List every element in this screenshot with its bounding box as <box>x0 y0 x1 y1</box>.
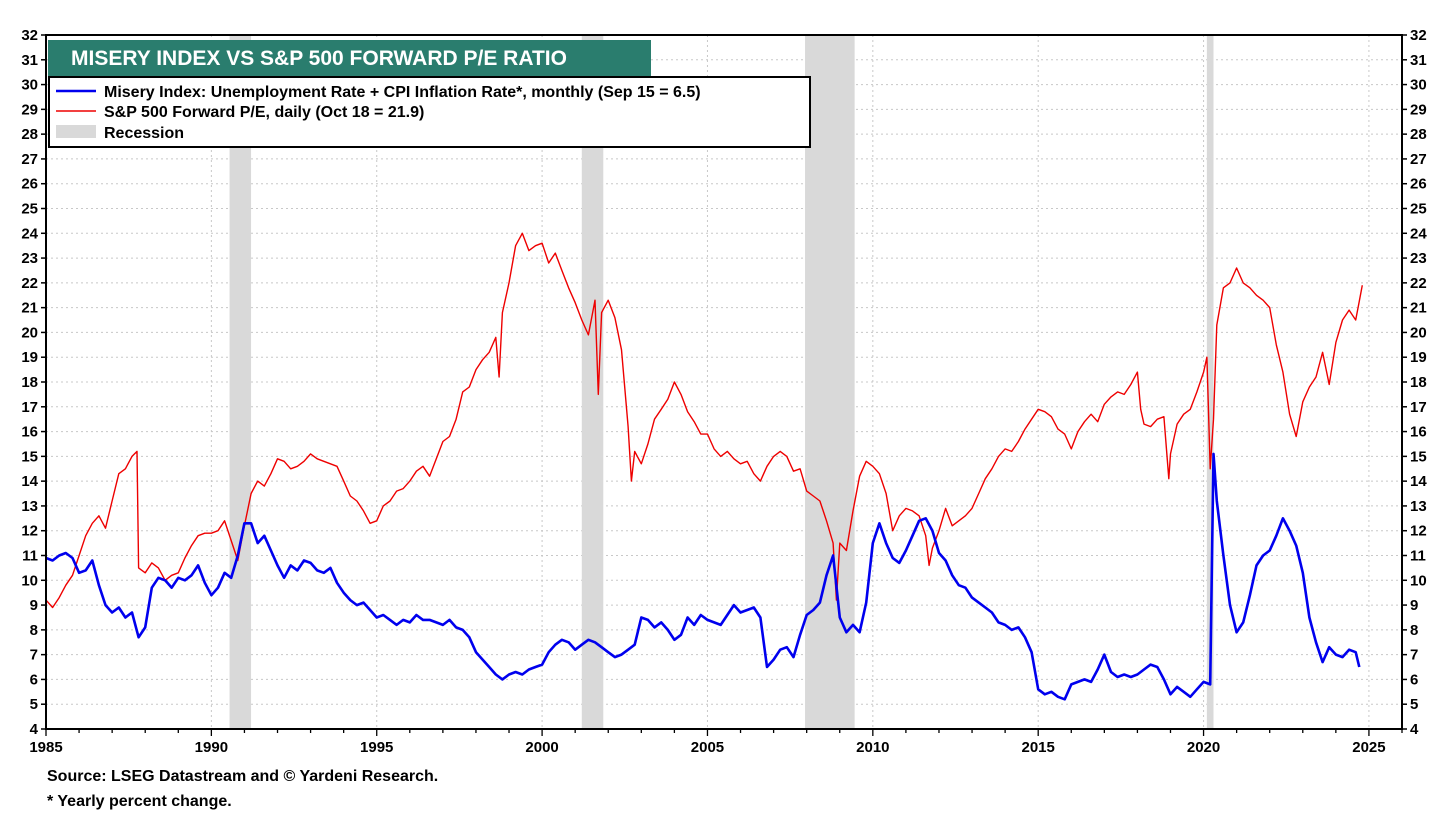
y-tick-label-right: 8 <box>1410 622 1418 639</box>
y-tick-label-left: 4 <box>30 721 39 738</box>
y-tick-label-right: 32 <box>1410 27 1427 44</box>
y-tick-label-left: 12 <box>21 523 38 540</box>
y-tick-label-right: 12 <box>1410 523 1427 540</box>
chart: 4 5 6 7 8 9 10 11 12 13 14 15 16 17 18 19 20 21 22 23 24 25 26… <box>21 27 1427 756</box>
y-tick-label-left: 23 <box>21 250 38 267</box>
y-tick-label-right: 25 <box>1410 201 1427 218</box>
chart-title: MISERY INDEX VS S&P 500 FORWARD P/E RATI… <box>71 47 567 70</box>
y-axis-left: 4 5 6 7 8 9 10 11 12 13 14 15 16 17 18 19 20 21 22 23 24 25 26… <box>21 27 46 738</box>
y-tick-label-left: 27 <box>21 151 38 168</box>
y-tick-label-left: 10 <box>21 572 38 589</box>
recession-bands <box>229 35 1214 729</box>
y-tick-label-right: 23 <box>1410 250 1427 267</box>
y-tick-label-left: 8 <box>30 622 38 639</box>
y-tick-label-left: 32 <box>21 27 38 44</box>
y-tick-label-right: 6 <box>1410 671 1418 688</box>
y-tick-label-left: 21 <box>21 300 38 317</box>
y-tick-label-right: 22 <box>1410 275 1427 292</box>
y-tick-label-right: 16 <box>1410 424 1427 441</box>
y-tick-label-right: 21 <box>1410 300 1427 317</box>
recession-band <box>1206 35 1214 729</box>
legend-label-forward-pe: S&P 500 Forward P/E, daily (Oct 18 = 21.… <box>104 104 424 121</box>
recession-band <box>229 35 252 729</box>
y-tick-label-right: 27 <box>1410 151 1427 168</box>
y-tick-label-right: 30 <box>1410 77 1427 94</box>
y-tick-label-left: 15 <box>21 448 38 465</box>
legend: Misery Index: Unemployment Rate + CPI In… <box>48 76 811 148</box>
x-axis: 1985 1990 1995 2000 2005 2010 2015 2020 2025 <box>29 729 1403 756</box>
chart-title-box: MISERY INDEX VS S&P 500 FORWARD P/E RATI… <box>48 40 651 76</box>
y-tick-label-left: 31 <box>21 52 38 69</box>
y-tick-label-left: 11 <box>22 548 38 565</box>
y-tick-label-left: 26 <box>21 176 38 193</box>
recession-band <box>581 35 604 729</box>
y-tick-label-right: 10 <box>1410 572 1427 589</box>
recession-band <box>805 35 855 729</box>
y-tick-label-right: 28 <box>1410 126 1427 143</box>
y-axis-right: 4 5 6 7 8 9 10 11 12 13 14 15 16 17 18 19 20 21 22 23 24 25 26… <box>1402 27 1427 738</box>
x-tick-label: 2025 <box>1352 739 1385 756</box>
y-tick-label-left: 5 <box>30 696 38 713</box>
y-tick-label-left: 14 <box>21 473 38 490</box>
legend-item-forward-pe: S&P 500 Forward P/E, daily (Oct 18 = 21.… <box>56 104 424 121</box>
y-tick-label-left: 13 <box>21 498 38 515</box>
x-tick-label: 1990 <box>195 739 228 756</box>
y-tick-label-left: 7 <box>30 647 38 664</box>
y-tick-label-left: 19 <box>21 349 38 366</box>
x-tick-label: 1985 <box>29 739 62 756</box>
y-tick-label-right: 20 <box>1410 324 1427 341</box>
y-tick-label-right: 14 <box>1410 473 1427 490</box>
x-tick-label: 2010 <box>856 739 889 756</box>
x-tick-label: 1995 <box>360 739 393 756</box>
source-note: Source: LSEG Datastream and © Yardeni Re… <box>47 768 439 785</box>
y-tick-label-right: 11 <box>1410 548 1426 565</box>
legend-label-misery-index: Misery Index: Unemployment Rate + CPI In… <box>104 84 701 101</box>
y-tick-label-left: 22 <box>21 275 38 292</box>
y-tick-label-right: 7 <box>1410 647 1418 664</box>
y-tick-label-left: 30 <box>21 77 38 94</box>
x-tick-label: 2020 <box>1187 739 1220 756</box>
y-tick-label-left: 24 <box>21 225 38 242</box>
y-tick-label-right: 31 <box>1410 52 1427 69</box>
series-misery-index-line <box>46 452 1361 701</box>
y-tick-label-left: 9 <box>30 597 38 614</box>
legend-item-misery-index: Misery Index: Unemployment Rate + CPI In… <box>56 84 701 101</box>
legend-item-recession: Recession <box>56 125 184 142</box>
y-tick-label-left: 6 <box>30 671 38 688</box>
y-tick-label-left: 28 <box>21 126 38 143</box>
y-tick-label-right: 5 <box>1410 696 1418 713</box>
y-tick-label-right: 4 <box>1410 721 1419 738</box>
y-tick-label-right: 18 <box>1410 374 1427 391</box>
y-tick-label-left: 17 <box>21 399 38 416</box>
series-lines <box>46 232 1363 701</box>
x-tick-label: 2005 <box>691 739 724 756</box>
y-tick-label-left: 20 <box>21 324 38 341</box>
x-tick-label: 2015 <box>1022 739 1055 756</box>
y-tick-label-right: 29 <box>1410 101 1427 118</box>
legend-label-recession: Recession <box>104 125 184 142</box>
x-tick-label: 2000 <box>525 739 558 756</box>
y-tick-label-left: 25 <box>21 201 38 218</box>
y-tick-label-left: 29 <box>21 101 38 118</box>
y-tick-label-right: 15 <box>1410 448 1427 465</box>
y-tick-label-right: 24 <box>1410 225 1427 242</box>
y-tick-label-right: 13 <box>1410 498 1427 515</box>
y-tick-label-right: 9 <box>1410 597 1418 614</box>
y-tick-label-right: 17 <box>1410 399 1427 416</box>
y-tick-label-right: 19 <box>1410 349 1427 366</box>
y-tick-label-right: 26 <box>1410 176 1427 193</box>
y-tick-label-left: 18 <box>21 374 38 391</box>
footnote: * Yearly percent change. <box>47 793 232 810</box>
series-forward-pe-line <box>46 232 1363 609</box>
y-tick-label-left: 16 <box>21 424 38 441</box>
